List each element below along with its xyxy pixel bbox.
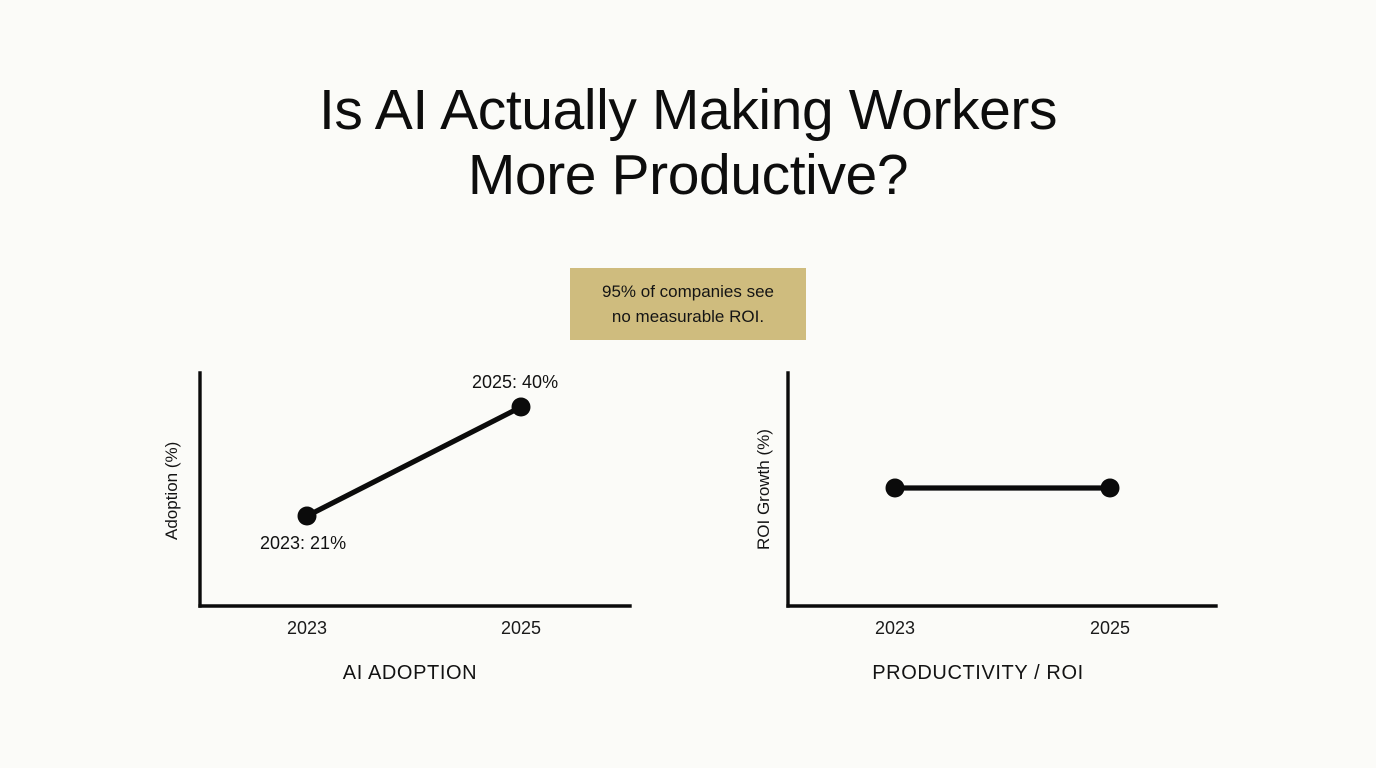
data-label-2025: 2025: 40% <box>472 372 559 392</box>
productivity-roi-plot <box>786 371 1218 608</box>
title-line-1: Is AI Actually Making Workers <box>318 78 1058 142</box>
x-tick-2023: 2023 <box>874 618 916 638</box>
page-title: Is AI Actually Making Workers More Produ… <box>0 78 1376 208</box>
title-line-2: More Productive? <box>467 143 909 207</box>
series-segment <box>305 404 523 519</box>
y-axis-label: Adoption (%) <box>162 441 181 540</box>
chart-ai-adoption: Adoption (%) 2023: 21% 2025: 40% 2023 20… <box>140 368 660 698</box>
data-point-2023 <box>885 478 905 498</box>
callout-line-1: 95% of companies see <box>602 282 774 301</box>
chart-productivity-roi: ROI Growth (%) 2023 2025 PRODUCTIVITY / … <box>728 368 1248 698</box>
x-tick-2023: 2023 <box>286 618 328 638</box>
y-axis-label: ROI Growth (%) <box>754 429 773 550</box>
data-point-2023 <box>297 506 317 526</box>
data-point-2025 <box>1100 478 1120 498</box>
data-point-2025 <box>511 397 531 417</box>
callout-highlight: 95% of companies see no measurable ROI. <box>570 268 806 340</box>
data-label-2023: 2023: 21% <box>260 533 347 553</box>
chart-caption: AI ADOPTION <box>342 662 478 684</box>
callout-line-2: no measurable ROI. <box>611 307 765 326</box>
chart-caption: PRODUCTIVITY / ROI <box>872 662 1084 684</box>
x-tick-2025: 2025 <box>500 618 542 638</box>
ai-adoption-plot <box>198 371 632 608</box>
x-tick-2025: 2025 <box>1089 618 1131 638</box>
